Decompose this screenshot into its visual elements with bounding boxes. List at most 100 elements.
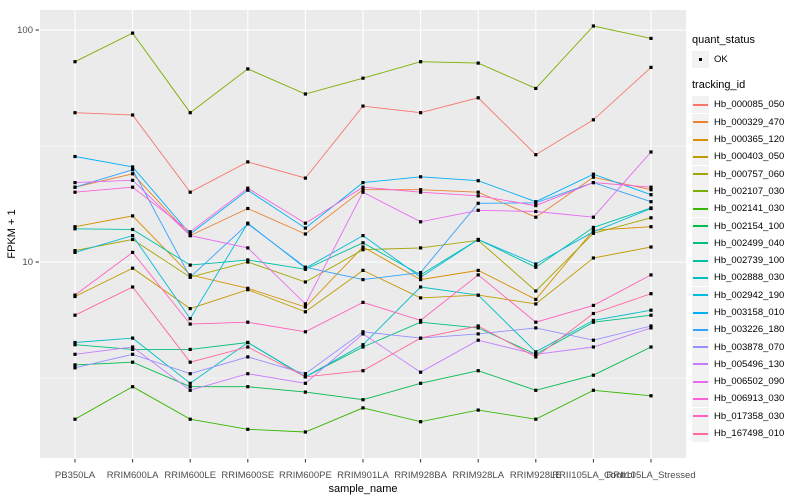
legend-key (692, 200, 709, 218)
data-point (188, 111, 192, 115)
data-point (591, 181, 595, 185)
line-swatch-icon (693, 363, 708, 366)
data-point (591, 345, 595, 349)
data-point (419, 111, 423, 115)
legend-item-tracking-id: Hb_002141_030 (692, 200, 798, 218)
data-point (131, 172, 135, 176)
data-point (361, 104, 365, 108)
legend-key (692, 321, 709, 339)
data-point (476, 208, 480, 212)
x-tick-label: PB350LA (55, 470, 96, 481)
legend-quant-status-items: OK (692, 51, 798, 69)
legend-item-label: Hb_167498_010 (714, 428, 785, 440)
legend-key (692, 373, 709, 391)
data-point (188, 322, 192, 326)
legend-item-tracking-id: Hb_000329_470 (692, 113, 798, 131)
data-point (419, 60, 423, 64)
legend-item-label: Hb_003226_180 (714, 324, 785, 336)
data-point (246, 260, 250, 264)
data-point (246, 372, 250, 376)
data-point (649, 313, 653, 317)
line-swatch-icon (693, 432, 708, 435)
data-point (476, 237, 480, 242)
data-point (476, 96, 480, 100)
data-point (361, 234, 365, 238)
legend-item-tracking-id: Hb_002942_190 (692, 286, 798, 304)
data-point (246, 288, 250, 292)
data-point (476, 179, 480, 183)
data-point (188, 317, 192, 321)
data-point (361, 330, 365, 334)
line-swatch-icon (693, 190, 708, 193)
legend-title-tracking-id: tracking_id (692, 79, 746, 92)
data-point (246, 427, 250, 431)
data-point (131, 185, 135, 189)
line-swatch-icon (693, 207, 708, 210)
legend-item-quant-status: OK (692, 51, 798, 69)
legend-key (692, 286, 709, 304)
legend-item-label: Hb_002739_100 (714, 255, 785, 267)
line-swatch-icon (693, 311, 708, 314)
data-point (649, 65, 653, 69)
data-point (303, 265, 307, 269)
data-point (534, 355, 538, 359)
legend-item-label: Hb_002141_030 (714, 203, 785, 215)
legend: quant_status OK tracking_id Hb_000085_05… (692, 34, 798, 443)
y-tick-label: 10 (22, 257, 33, 268)
data-point (361, 188, 365, 192)
legend-item-label: Hb_017358_030 (714, 410, 785, 422)
data-point (73, 111, 77, 115)
legend-item-tracking-id: Hb_003226_180 (692, 321, 798, 339)
point-marker-icon (698, 57, 703, 62)
data-point (246, 67, 250, 71)
data-point (361, 248, 365, 252)
data-point (361, 406, 365, 410)
x-tick-label: RRIM600LA (107, 470, 159, 481)
data-point (419, 318, 423, 322)
legend-key (692, 304, 709, 321)
line-swatch-icon (693, 276, 708, 279)
x-tick-label: RRIM600LE (164, 470, 216, 481)
x-tick-label: RRIM600PE (279, 470, 332, 481)
data-point (188, 385, 192, 389)
line-swatch-icon (693, 380, 708, 383)
data-point (303, 92, 307, 96)
data-point (188, 372, 192, 376)
data-point (419, 271, 423, 275)
data-point (361, 181, 365, 185)
legend-item-tracking-id: Hb_167498_010 (692, 425, 798, 443)
data-point (131, 237, 135, 242)
data-point (419, 220, 423, 224)
legend-item-tracking-id: Hb_002739_100 (692, 252, 798, 270)
data-point (361, 345, 365, 349)
legend-key (692, 355, 709, 373)
data-point (303, 372, 307, 376)
data-point (131, 266, 135, 270)
data-point (188, 388, 192, 392)
data-point (246, 222, 250, 226)
legend-item-label: Hb_000757_060 (714, 168, 785, 180)
data-point (419, 175, 423, 179)
y-tick-label: 100 (17, 25, 33, 36)
data-point (649, 206, 653, 211)
legend-key (692, 390, 709, 408)
data-point (246, 385, 250, 389)
data-point (188, 347, 192, 351)
legend-item-label: Hb_000085_050 (714, 99, 785, 111)
data-point (246, 186, 250, 190)
data-point (303, 176, 307, 180)
data-point (591, 175, 595, 179)
data-point (188, 190, 192, 194)
data-point (476, 332, 480, 336)
data-point (303, 280, 307, 284)
legend-title-quant-status: quant_status (692, 34, 755, 46)
data-point (649, 345, 653, 349)
data-point (649, 273, 653, 277)
data-point (591, 388, 595, 392)
legend-item-tracking-id: Hb_002154_100 (692, 217, 798, 235)
legend-key (692, 51, 709, 69)
data-point (534, 153, 538, 157)
data-point (73, 60, 77, 64)
data-point (131, 31, 135, 35)
data-point (73, 366, 77, 370)
